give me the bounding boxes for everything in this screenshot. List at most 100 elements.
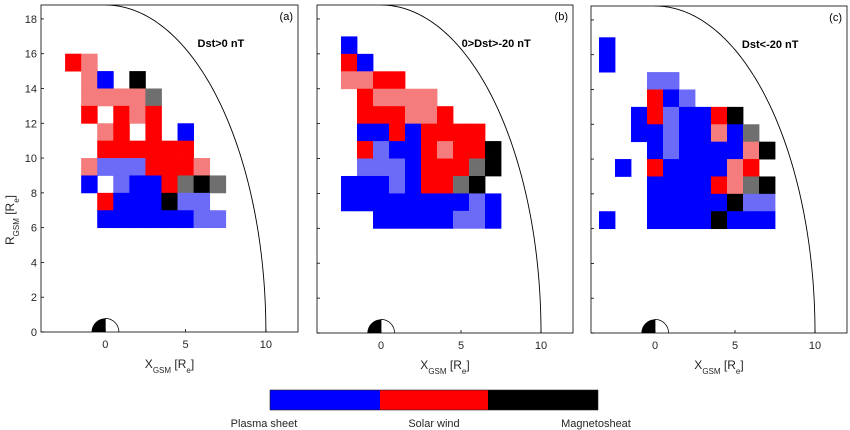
- heatmap-cell: [97, 140, 114, 159]
- x-tick-label: 0: [652, 340, 658, 352]
- heatmap-cell: [341, 71, 358, 90]
- heatmap-cell: [113, 105, 130, 124]
- heatmap-cell: [209, 210, 227, 229]
- heatmap-cell: [647, 72, 664, 90]
- heatmap-cell: [421, 193, 438, 212]
- heatmap-cell: [161, 158, 178, 176]
- y-tick-label: 0: [31, 327, 37, 339]
- heatmap-cell: [145, 88, 162, 107]
- heatmap-cell: [357, 88, 374, 107]
- heatmap-cell: [81, 105, 98, 124]
- heatmap-cell: [469, 141, 486, 159]
- heatmap-cell: [711, 159, 728, 177]
- heatmap-cell: [129, 192, 146, 211]
- heatmap-cell: [437, 158, 454, 177]
- heatmap-cell: [759, 211, 776, 230]
- heatmap-cell: [193, 158, 211, 176]
- heatmap-cell: [81, 53, 98, 72]
- heatmap-cell: [743, 159, 760, 177]
- dst-condition-label: Dst>0 nT: [198, 38, 245, 50]
- heatmap-cell: [453, 141, 470, 159]
- heatmap-cell: [193, 210, 211, 229]
- y-tick-label: 14: [25, 83, 37, 95]
- heatmap-cell: [389, 193, 406, 212]
- earth-day-side-icon: [380, 318, 396, 333]
- heatmap-cell: [97, 192, 114, 211]
- earth-night-side-icon: [641, 319, 655, 333]
- heatmap-cell: [177, 158, 194, 176]
- heatmap-cell: [727, 193, 744, 212]
- heatmap-cell: [145, 192, 162, 211]
- heatmap-cell: [453, 123, 470, 142]
- earth-night-side-icon: [367, 319, 381, 333]
- heatmap-cell: [727, 106, 744, 125]
- y-tick-label: 2: [31, 292, 37, 304]
- heatmap-cell: [437, 141, 454, 159]
- heatmap-cell: [421, 175, 438, 194]
- panel-b: 0 5 10 XGSM [Re] (b) 0>Dst>-20 nT: [316, 4, 574, 376]
- heatmap-cell: [341, 175, 358, 194]
- heatmap-cell: [453, 158, 470, 177]
- heatmap-cell: [357, 106, 374, 125]
- heatmap-cell: [695, 124, 712, 143]
- heatmap-cell: [405, 158, 422, 177]
- panel-tag: (c): [829, 12, 842, 24]
- heatmap-cell: [389, 175, 406, 194]
- heatmap-cell: [647, 159, 664, 177]
- heatmap-cell: [193, 192, 211, 211]
- heatmap-cell: [469, 210, 486, 229]
- heatmap-cell: [711, 141, 728, 160]
- x-axis-label: XGSM [Re]: [694, 358, 743, 376]
- colorbar-label: Plasma sheet: [231, 418, 298, 430]
- heatmap-cell: [177, 123, 194, 142]
- heatmap-cell: [357, 123, 374, 142]
- x-tick-label: 5: [183, 339, 189, 351]
- heatmap-cell: [743, 193, 760, 212]
- heatmap-cell: [81, 175, 98, 194]
- panel-tag: (b): [555, 11, 568, 23]
- heatmap-cell: [437, 123, 454, 142]
- x-tick-label: 0: [378, 340, 384, 352]
- heatmap-cell: [373, 88, 390, 107]
- heatmap-cells: [65, 5, 267, 332]
- heatmap-cell: [129, 88, 146, 107]
- heatmap-cell: [129, 210, 146, 229]
- heatmap-cell: [469, 158, 486, 177]
- panel-tag: (a): [280, 11, 293, 23]
- heatmap-cell: [711, 106, 728, 125]
- heatmap-cell: [113, 140, 130, 159]
- heatmap-cell: [113, 123, 130, 142]
- heatmap-cell: [679, 193, 696, 212]
- heatmap-cell: [663, 159, 680, 177]
- heatmap-cell: [599, 37, 616, 56]
- colorbar-segment-plasma-sheet: [270, 390, 380, 410]
- panel-c: 0 5 10 XGSM [Re] (c) Dst<-20 nT: [590, 5, 848, 376]
- heatmap-cell: [647, 89, 664, 108]
- heatmap-cell: [599, 54, 616, 73]
- heatmap-cell: [405, 123, 422, 142]
- heatmap-cell: [469, 123, 486, 142]
- heatmap-cell: [389, 88, 406, 107]
- heatmap-cell: [373, 193, 390, 212]
- heatmap-cell: [727, 159, 744, 177]
- x-tick-label: 0: [102, 339, 108, 351]
- heatmap-cell: [145, 158, 162, 176]
- heatmap-cell: [663, 176, 680, 195]
- heatmap-cell: [389, 210, 406, 229]
- heatmap-cell: [341, 36, 358, 55]
- heatmap-cell: [711, 193, 728, 212]
- heatmap-cell: [631, 124, 648, 143]
- heatmap-cell: [647, 176, 664, 195]
- heatmap-cell: [97, 123, 114, 142]
- heatmap-cell: [113, 192, 130, 211]
- heatmap-cell: [727, 124, 744, 143]
- x-tick-label: 10: [260, 339, 272, 351]
- heatmap-cell: [485, 193, 502, 212]
- heatmap-cell: [97, 210, 114, 229]
- y-tick-label: 18: [25, 14, 37, 26]
- heatmap-cell: [373, 158, 390, 177]
- heatmap-cell: [357, 53, 374, 72]
- y-axis-label-unit-sub: e: [12, 198, 21, 203]
- x-axis-label: XGSM [Re]: [145, 357, 194, 375]
- heatmap-cell: [647, 141, 664, 160]
